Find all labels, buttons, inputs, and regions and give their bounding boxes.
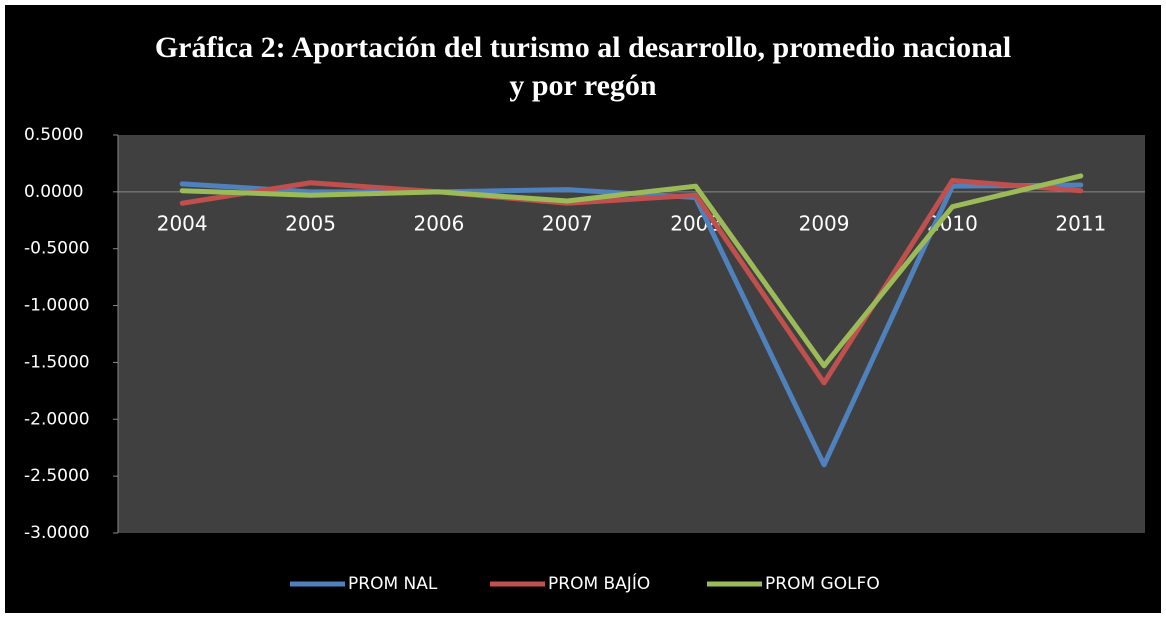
y-tick-label: -3.0000 — [24, 523, 90, 543]
x-tick-label: 2007 — [542, 211, 593, 235]
x-tick-label: 2005 — [285, 211, 336, 235]
y-tick-label: -2.0000 — [24, 409, 90, 429]
y-tick-label: -2.5000 — [24, 466, 90, 486]
x-tick-label: 2006 — [413, 211, 464, 235]
legend-label: PROM NAL — [348, 574, 438, 594]
legend-label: PROM GOLFO — [765, 574, 880, 594]
y-tick-label: -0.5000 — [24, 239, 90, 259]
y-tick-label: 0.5000 — [24, 125, 83, 145]
chart-title: y por regón — [509, 69, 657, 102]
chart-title: Gráfica 2: Aportación del turismo al des… — [155, 31, 1011, 64]
series-line — [179, 177, 1084, 386]
y-tick-label: 0.0000 — [24, 182, 83, 202]
legend-label: PROM BAJÍO — [548, 572, 650, 594]
x-tick-label: 2009 — [799, 211, 850, 235]
y-tick-label: -1.5000 — [24, 352, 90, 372]
x-tick-label: 2011 — [1055, 211, 1106, 235]
y-tick-label: -1.0000 — [24, 296, 90, 316]
series-line — [179, 173, 1084, 369]
x-tick-label: 2004 — [157, 211, 208, 235]
